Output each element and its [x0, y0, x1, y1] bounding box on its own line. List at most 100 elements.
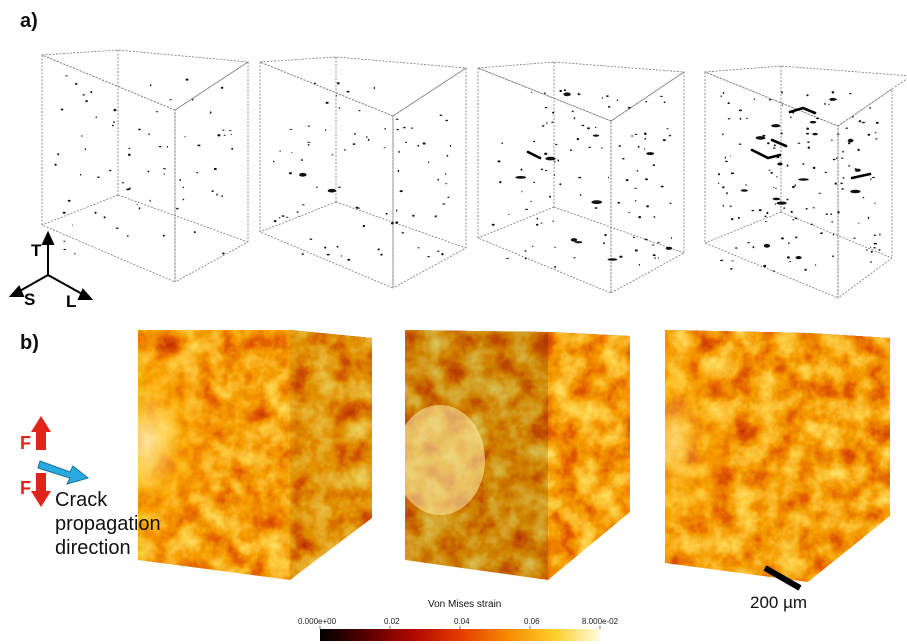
void-particle	[720, 95, 722, 98]
void-particle	[773, 144, 776, 147]
void-particle	[346, 90, 350, 93]
void-particle	[730, 268, 733, 270]
void-particle	[148, 133, 150, 135]
void-particle	[870, 261, 873, 263]
void-particle	[810, 223, 813, 225]
void-particle	[439, 114, 443, 117]
void-particle	[731, 260, 734, 262]
void-particle	[196, 172, 199, 174]
void-particle	[82, 94, 85, 96]
void-particle	[136, 203, 138, 206]
void-particle	[391, 222, 394, 225]
void-particle	[771, 124, 781, 128]
void-particle	[783, 207, 786, 209]
void-particle	[126, 235, 129, 237]
void-particle	[552, 111, 555, 114]
void-particle	[619, 255, 623, 258]
void-particle	[365, 136, 368, 138]
void-particle	[63, 240, 66, 242]
void-particle	[869, 107, 871, 109]
void-particle	[768, 99, 772, 101]
void-particle	[112, 124, 114, 127]
void-particle	[499, 181, 502, 184]
void-particle	[300, 159, 304, 161]
void-particle	[874, 132, 877, 134]
void-particle	[95, 116, 97, 119]
void-particle	[848, 142, 851, 145]
void-particle	[557, 159, 560, 162]
void-particle	[814, 264, 817, 266]
void-particle	[845, 127, 848, 129]
void-particle	[155, 111, 159, 113]
void-particle	[396, 209, 398, 212]
void-particle	[795, 256, 802, 260]
void-particle	[652, 164, 656, 167]
void-particle	[79, 173, 82, 176]
void-particle	[403, 126, 406, 129]
void-particle	[544, 152, 548, 155]
void-particle	[768, 169, 771, 171]
void-particle	[874, 202, 876, 205]
void-particle	[395, 118, 399, 120]
void-particle	[169, 99, 172, 101]
void-particle	[449, 144, 452, 147]
void-particle	[587, 127, 590, 130]
void-particle	[128, 153, 131, 156]
void-particle	[445, 119, 449, 122]
void-particle	[352, 143, 356, 146]
large-cracks	[526, 106, 872, 180]
void-particle	[730, 155, 732, 157]
void-particle	[176, 207, 179, 210]
void-particle	[636, 170, 639, 172]
void-particle	[288, 172, 292, 175]
axis-l-label: L	[66, 292, 76, 311]
void-particle	[755, 136, 766, 140]
void-particle	[417, 247, 420, 249]
void-particle	[497, 160, 501, 163]
void-particle	[722, 133, 724, 136]
void-particle	[831, 220, 833, 223]
void-particle	[634, 133, 638, 135]
void-particle	[563, 92, 571, 97]
void-particle	[772, 147, 776, 149]
void-particle	[722, 186, 725, 189]
colorbar	[320, 629, 600, 641]
strain-cube-2	[405, 330, 630, 580]
void-particle	[753, 98, 756, 100]
void-particle	[762, 134, 766, 137]
void-particle	[780, 132, 783, 135]
void-particle	[571, 110, 574, 113]
void-particle	[592, 134, 600, 137]
porosity-voids	[54, 75, 881, 272]
void-particle	[150, 84, 152, 87]
void-particle	[380, 253, 383, 256]
void-particle	[541, 125, 545, 127]
void-particle	[383, 147, 386, 149]
force-arrow-down	[31, 473, 51, 507]
void-particle	[179, 178, 181, 182]
colorbar-tick-0: 0.000e+00	[298, 617, 337, 626]
void-particle	[309, 238, 313, 240]
void-particle	[794, 184, 796, 187]
void-particle	[847, 138, 854, 143]
void-particle	[747, 242, 750, 244]
void-particle	[338, 107, 340, 109]
void-particle	[211, 190, 214, 193]
void-particle	[185, 78, 189, 81]
void-particle	[668, 134, 672, 137]
void-particle	[870, 247, 872, 248]
void-particle	[836, 157, 838, 160]
void-particle	[578, 176, 582, 179]
void-particle	[812, 166, 816, 170]
void-particle	[777, 162, 783, 166]
void-particle	[324, 246, 327, 249]
void-particle	[807, 146, 810, 149]
void-particle	[444, 173, 447, 175]
void-particle	[671, 237, 672, 239]
void-particle	[395, 221, 399, 224]
void-particle	[776, 201, 787, 205]
void-particle	[505, 257, 510, 259]
void-particle	[427, 161, 430, 163]
void-particle	[850, 189, 861, 194]
void-particle	[398, 150, 400, 153]
